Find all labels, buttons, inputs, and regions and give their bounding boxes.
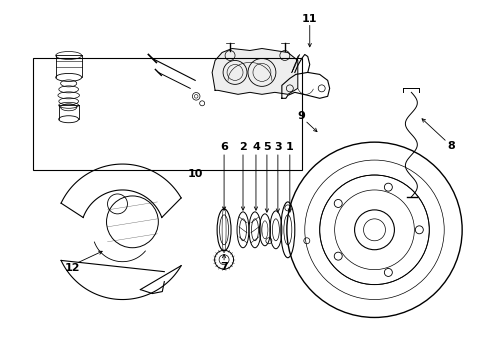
Text: 12: 12	[65, 263, 80, 273]
Text: 10: 10	[188, 169, 203, 179]
Text: 7: 7	[220, 262, 228, 272]
Text: 2: 2	[239, 142, 247, 152]
Text: 9: 9	[298, 111, 306, 121]
Text: 4: 4	[252, 142, 260, 152]
Bar	[33, 58, 302, 170]
Text: 11: 11	[302, 14, 318, 24]
Text: 6: 6	[220, 142, 228, 152]
Text: 5: 5	[263, 142, 271, 152]
Polygon shape	[212, 49, 298, 94]
Text: 3: 3	[274, 142, 282, 152]
Text: 8: 8	[447, 141, 455, 151]
Text: 1: 1	[286, 142, 294, 152]
